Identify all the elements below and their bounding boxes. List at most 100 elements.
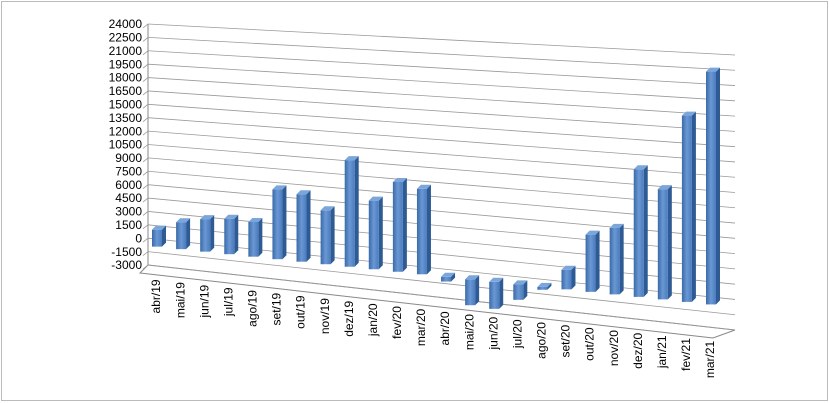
grid-line	[142, 90, 736, 132]
grid-line	[142, 130, 736, 178]
bar-front	[585, 234, 596, 292]
grid-line	[142, 184, 736, 239]
x-tick-label: set/19	[270, 292, 284, 325]
grid-line	[142, 50, 736, 86]
bar-top	[489, 277, 504, 282]
bar-side	[186, 218, 191, 250]
bar-side	[499, 277, 504, 309]
bar	[416, 184, 431, 275]
x-tick-label: fev/21	[679, 338, 693, 371]
bar-front	[392, 181, 403, 272]
grid-line	[142, 144, 736, 193]
y-tick-label: 16500	[109, 84, 143, 98]
x-tick-label: jan/20	[366, 303, 380, 337]
bar-side	[426, 184, 431, 275]
y-tick-label: 9000	[115, 151, 142, 165]
y-tick-label: 21000	[109, 44, 143, 58]
bar-top	[513, 280, 528, 285]
bar-front	[609, 227, 620, 295]
x-tick-label: jan/21	[655, 335, 669, 369]
y-tick-label: 19500	[109, 57, 143, 71]
bar-side	[716, 67, 720, 305]
x-tick-label: mar/20	[414, 308, 428, 346]
bar-front	[200, 219, 211, 252]
bar-top	[224, 214, 239, 219]
bar	[392, 177, 407, 272]
bar-front	[537, 286, 548, 290]
bar-front	[152, 229, 162, 247]
y-tick-label: 24000	[109, 17, 143, 31]
bar-side	[210, 215, 215, 252]
grid-line	[142, 264, 736, 331]
bar-front	[320, 210, 331, 265]
bar-top	[272, 185, 287, 190]
bar-side	[162, 225, 166, 247]
bar-top	[152, 225, 166, 230]
bar-top	[706, 67, 720, 72]
x-tick-label: nov/20	[607, 330, 621, 366]
bar-top	[416, 184, 431, 189]
bar-front	[296, 194, 307, 262]
grid-line	[142, 224, 736, 285]
y-tick-label: -1500	[111, 245, 142, 259]
bar-side	[595, 230, 600, 292]
bar	[272, 185, 287, 260]
bar-top	[344, 156, 359, 161]
bar-front	[272, 189, 283, 260]
bar-front	[224, 218, 235, 255]
bar	[465, 275, 480, 306]
bar-side	[619, 223, 624, 295]
y-tick-label: 10500	[109, 138, 143, 152]
grid-line	[142, 237, 736, 300]
grid-line	[142, 103, 736, 148]
bar	[320, 206, 335, 265]
bar-front	[176, 222, 187, 250]
x-tick-label: jul/20	[510, 319, 524, 349]
bar-top	[609, 223, 624, 228]
bar	[513, 280, 528, 300]
bar-top	[200, 215, 215, 220]
bar	[561, 265, 576, 290]
x-tick-label: nov/19	[318, 298, 332, 334]
x-tick-label: set/20	[559, 324, 573, 357]
bar-side	[354, 156, 359, 267]
y-tick-label: -3000	[111, 258, 142, 272]
x-tick-label: abr/19	[149, 279, 163, 313]
x-tick-label: out/19	[294, 295, 308, 329]
grid-line	[142, 251, 736, 316]
bar-side	[547, 282, 552, 290]
x-tick-label: dez/20	[631, 332, 645, 368]
bar-front	[706, 71, 716, 305]
bar	[681, 111, 696, 302]
bar-front	[681, 115, 692, 302]
bar-side	[475, 275, 480, 306]
grid-line	[142, 211, 736, 270]
bar-side	[378, 196, 383, 270]
x-tick-label: jun/20	[486, 316, 500, 350]
bar	[176, 218, 191, 250]
bar-side	[330, 206, 335, 265]
bar-top	[633, 165, 648, 170]
y-tick-label: 1500	[115, 218, 142, 232]
x-tick-label: jul/19	[221, 287, 235, 317]
bar-top	[561, 265, 576, 270]
bar-front	[441, 276, 452, 282]
bar-front	[657, 189, 668, 300]
bar-side	[258, 217, 263, 257]
bar-side	[523, 280, 528, 300]
x-tick-label: out/20	[583, 327, 597, 361]
bar	[489, 277, 504, 309]
bar-top	[537, 282, 552, 287]
grid-line	[142, 157, 736, 209]
grid-line	[142, 197, 736, 255]
bar-top	[392, 177, 407, 182]
bar-front	[248, 221, 259, 257]
bar	[296, 190, 311, 262]
bar	[152, 225, 166, 247]
x-tick-label: dez/19	[342, 300, 356, 336]
y-tick-label: 0	[135, 231, 142, 245]
bar	[706, 67, 720, 305]
bar-side	[402, 177, 407, 272]
x-tick-label: mai/20	[462, 314, 476, 350]
bar-top	[176, 218, 191, 223]
